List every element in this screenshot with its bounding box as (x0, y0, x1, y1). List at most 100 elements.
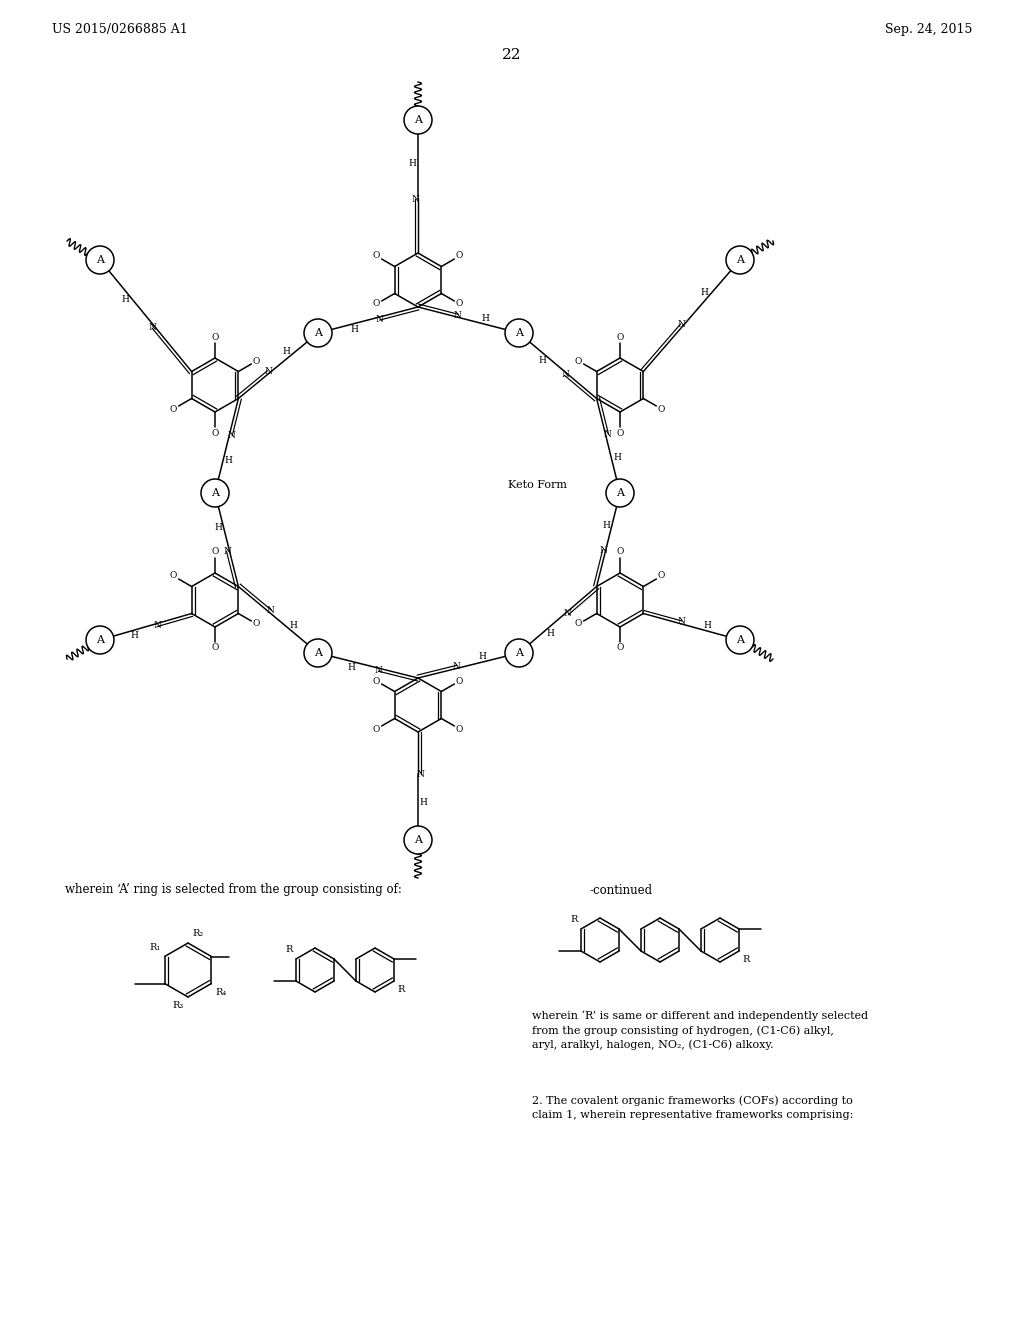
Text: O: O (456, 676, 463, 685)
Text: N: N (267, 606, 274, 615)
Text: O: O (657, 404, 666, 413)
Circle shape (201, 479, 229, 507)
Circle shape (726, 246, 754, 275)
Text: A: A (414, 836, 422, 845)
Text: H: H (121, 296, 129, 304)
Text: R₃: R₃ (173, 1002, 184, 1011)
Text: N: N (604, 430, 611, 440)
Text: 2. The covalent organic frameworks (COFs) according to
claim 1, wherein represen: 2. The covalent organic frameworks (COFs… (532, 1096, 853, 1119)
Text: N: N (454, 310, 462, 319)
Text: wherein ‘R’ is same or different and independently selected
from the group consi: wherein ‘R’ is same or different and ind… (532, 1010, 868, 1051)
Text: Sep. 24, 2015: Sep. 24, 2015 (885, 24, 972, 37)
Circle shape (304, 319, 332, 347)
Text: A: A (314, 648, 322, 657)
Text: N: N (678, 618, 685, 626)
Text: O: O (456, 300, 463, 309)
Text: R₁: R₁ (150, 942, 161, 952)
Text: R: R (397, 986, 404, 994)
Text: A: A (515, 327, 523, 338)
Text: N: N (264, 367, 272, 376)
Text: H: H (225, 455, 232, 465)
Text: N: N (223, 546, 231, 556)
Text: H: H (214, 524, 222, 532)
Text: N: N (148, 323, 157, 333)
Text: wherein ‘A’ ring is selected from the group consisting of:: wherein ‘A’ ring is selected from the gr… (65, 883, 401, 896)
Text: N: N (600, 545, 607, 554)
Text: N: N (153, 622, 161, 630)
Text: A: A (96, 255, 104, 265)
Text: O: O (211, 429, 219, 437)
Text: O: O (616, 429, 624, 437)
Text: O: O (253, 619, 260, 628)
Text: A: A (736, 255, 744, 265)
Text: O: O (657, 572, 666, 581)
Text: H: H (703, 620, 711, 630)
Text: A: A (736, 635, 744, 645)
Circle shape (726, 626, 754, 653)
Text: H: H (478, 652, 486, 661)
Text: H: H (348, 663, 355, 672)
Text: H: H (700, 288, 709, 297)
Circle shape (606, 479, 634, 507)
Text: H: H (409, 160, 417, 168)
Circle shape (505, 639, 534, 667)
Text: N: N (376, 314, 384, 323)
Text: O: O (574, 356, 582, 366)
Text: H: H (350, 325, 358, 334)
Text: R: R (286, 945, 293, 954)
Circle shape (86, 246, 114, 275)
Text: N: N (375, 665, 383, 675)
Text: A: A (211, 488, 219, 498)
Text: O: O (616, 333, 624, 342)
Text: Keto Form: Keto Form (508, 480, 567, 490)
Text: N: N (564, 610, 571, 619)
Text: O: O (616, 548, 624, 557)
Text: R₄: R₄ (215, 987, 226, 997)
Circle shape (304, 639, 332, 667)
Text: O: O (170, 404, 177, 413)
Text: N: N (561, 370, 569, 379)
Text: O: O (574, 619, 582, 628)
Text: N: N (677, 321, 685, 329)
Text: R: R (742, 956, 750, 965)
Text: A: A (616, 488, 624, 498)
Text: H: H (602, 520, 610, 529)
Text: O: O (211, 644, 219, 652)
Text: O: O (373, 725, 380, 734)
Text: A: A (515, 648, 523, 657)
Text: 22: 22 (502, 48, 522, 62)
Text: N: N (227, 430, 236, 440)
Text: -continued: -continued (590, 883, 653, 896)
Text: O: O (253, 356, 260, 366)
Text: R: R (570, 916, 578, 924)
Text: H: H (613, 453, 621, 462)
Text: US 2015/0266885 A1: US 2015/0266885 A1 (52, 24, 187, 37)
Text: O: O (211, 548, 219, 557)
Text: H: H (420, 799, 428, 807)
Text: O: O (373, 252, 380, 260)
Text: O: O (170, 572, 177, 581)
Text: N: N (416, 770, 424, 779)
Circle shape (404, 106, 432, 135)
Text: N: N (412, 195, 420, 205)
Text: O: O (373, 300, 380, 309)
Text: N: N (453, 661, 461, 671)
Circle shape (86, 626, 114, 653)
Text: H: H (539, 356, 547, 364)
Text: H: H (290, 620, 298, 630)
Text: A: A (96, 635, 104, 645)
Text: H: H (546, 630, 554, 639)
Text: H: H (131, 631, 138, 640)
Text: O: O (456, 725, 463, 734)
Text: A: A (314, 327, 322, 338)
Text: O: O (456, 252, 463, 260)
Text: O: O (616, 644, 624, 652)
Circle shape (505, 319, 534, 347)
Text: O: O (373, 676, 380, 685)
Text: A: A (414, 115, 422, 125)
Text: H: H (481, 314, 488, 323)
Text: O: O (211, 333, 219, 342)
Text: R₂: R₂ (193, 929, 203, 939)
Text: H: H (283, 347, 291, 356)
Circle shape (404, 826, 432, 854)
